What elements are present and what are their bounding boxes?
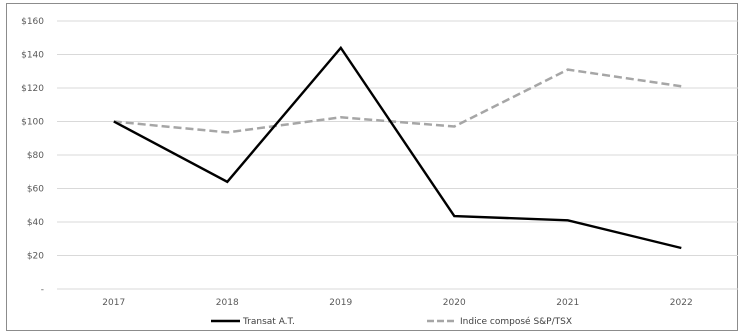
chart-frame (6, 3, 738, 331)
x-tick-label: 2018 (216, 298, 239, 308)
y-axis-tick-labels: - $20 $40 $60 $80 $100 $120 $140 $160 (21, 17, 44, 295)
x-axis-tick-labels: 2017 2018 2019 2020 2021 2022 (102, 298, 692, 308)
y-tick-label: $160 (21, 17, 44, 27)
y-tick-label: $120 (21, 84, 44, 94)
x-tick-label: 2019 (329, 298, 352, 308)
y-tick-label: - (41, 285, 44, 295)
y-tick-label: $80 (27, 151, 44, 161)
x-tick-label: 2021 (556, 298, 579, 308)
y-tick-label: $40 (27, 218, 44, 228)
y-tick-label: $140 (21, 51, 44, 61)
gridlines (57, 20, 738, 290)
y-tick-label: $100 (21, 118, 44, 128)
series-line-1 (113, 68, 682, 134)
legend: Transat A.T. Indice composé S&P/TSX (211, 316, 572, 327)
y-tick-label: $60 (27, 185, 44, 195)
series-lines (113, 45, 682, 250)
legend-label: Indice composé S&P/TSX (460, 316, 572, 327)
y-tick-label: $20 (27, 252, 44, 262)
x-tick-label: 2022 (670, 298, 693, 308)
x-tick-label: 2017 (102, 298, 125, 308)
x-tick-label: 2020 (443, 298, 466, 308)
series-line-0 (113, 45, 682, 250)
legend-label: Transat A.T. (242, 317, 295, 327)
